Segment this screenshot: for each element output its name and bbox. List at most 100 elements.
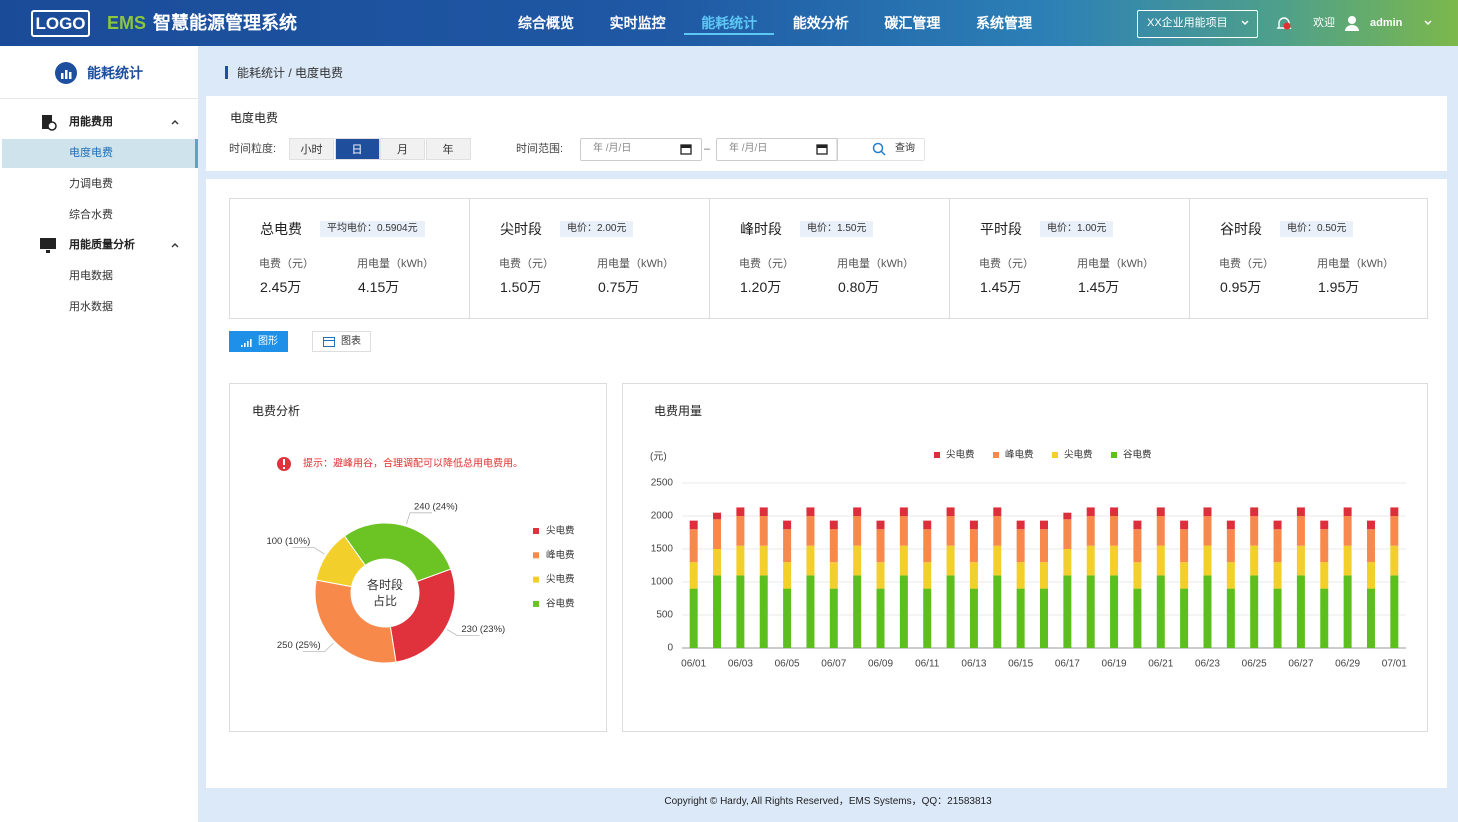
card-divider: [1189, 199, 1190, 318]
bar-segment: [993, 507, 1002, 516]
card-title: 总电费: [260, 221, 302, 237]
legend-label: 尖电费: [546, 525, 575, 537]
bar-segment: [783, 520, 792, 530]
x-tick-label: 06/07: [821, 659, 846, 670]
bar-segment: [1016, 562, 1025, 589]
nav-item[interactable]: 能效分析: [792, 15, 849, 31]
calendar-icon: [680, 144, 692, 155]
bar-segment: [993, 545, 1002, 576]
bar-segment: [1203, 575, 1212, 648]
bar-segment: [1320, 588, 1329, 648]
bar-segment: [1133, 588, 1142, 648]
y-tick-label: 1500: [651, 544, 674, 555]
bar-segment: [1226, 529, 1235, 563]
card-title: 平时段: [980, 221, 1022, 237]
view-toggle[interactable]: [229, 331, 288, 352]
query-button[interactable]: [836, 138, 925, 161]
footer: [198, 788, 1458, 822]
card-divider: [949, 199, 950, 318]
bar-segment: [1273, 529, 1282, 563]
nav-item[interactable]: 能耗统计: [701, 15, 758, 31]
bar-segment: [829, 520, 838, 530]
welcome: 欢迎: [1313, 17, 1335, 29]
card-divider: [469, 199, 470, 318]
date-input[interactable]: [716, 138, 838, 161]
nav-item[interactable]: 综合概览: [518, 15, 574, 31]
calendar-icon: [816, 144, 828, 155]
granularity-option[interactable]: 年: [425, 138, 471, 160]
bar-segment: [1040, 529, 1048, 563]
date-input[interactable]: [580, 138, 702, 161]
bar-segment: [993, 516, 1002, 546]
bar-segment: [876, 588, 885, 648]
y-tick-label: 2000: [651, 511, 674, 522]
legend-swatch: [934, 452, 940, 458]
legend-label: 尖电费: [546, 573, 575, 585]
icon-shape: [681, 145, 691, 148]
icon-shape: [244, 343, 246, 347]
nav-item[interactable]: 系统管理: [976, 15, 1032, 31]
bell-icon[interactable]: [1275, 15, 1293, 33]
divider: [0, 98, 198, 99]
bar-segment: [783, 529, 792, 563]
granularity-option[interactable]: 日: [334, 138, 380, 160]
granularity-option[interactable]: 月: [380, 138, 425, 160]
icon-shape: [47, 121, 57, 131]
nav-item[interactable]: 实时监控: [609, 15, 666, 31]
value-label: 250 (25%): [277, 640, 321, 651]
fee-label: 电费（元）: [739, 258, 794, 270]
usage-label: 用电量（kWh）: [1317, 258, 1394, 270]
bar-segment: [876, 529, 885, 563]
summary-cards: [229, 198, 1428, 319]
menu-item[interactable]: 用水数据: [69, 301, 113, 313]
query-text: 查询: [895, 143, 915, 154]
menu-item[interactable]: 力调电费: [69, 178, 113, 190]
icon-shape: [241, 345, 243, 347]
bar-segment: [1180, 520, 1189, 530]
chevron-shape: [171, 243, 179, 248]
nav-item[interactable]: 碳汇管理: [884, 15, 941, 31]
price-tag: 电价：0.50元: [1280, 221, 1354, 237]
bar-segment: [1156, 575, 1165, 648]
filter-title: 电度电费: [230, 111, 279, 125]
bar-segment: [1320, 520, 1329, 530]
range-separator: –: [704, 143, 711, 155]
chevron[interactable]: [1423, 18, 1433, 28]
x-tick-label: 06/09: [868, 659, 893, 670]
legend-label: 尖电费: [946, 449, 975, 461]
legend-swatch: [533, 600, 539, 607]
x-tick-label: 06/17: [1055, 659, 1080, 670]
granularity-option[interactable]: 小时: [289, 138, 334, 160]
bar-segment: [899, 516, 908, 546]
x-tick-label: 06/11: [915, 659, 940, 670]
menu-item[interactable]: 综合水费: [69, 209, 113, 221]
project-select[interactable]: [1137, 10, 1258, 38]
user-name[interactable]: admin: [1370, 17, 1403, 29]
menu-group[interactable]: 用能费用: [69, 116, 113, 128]
usage-value: 1.45万: [1078, 279, 1120, 295]
chart-title: 电费分析: [252, 404, 301, 418]
bar-segment: [923, 562, 932, 589]
user-icon: [1345, 16, 1359, 31]
legend-label: 尖电费: [1064, 449, 1093, 461]
menu-item[interactable]: 用电数据: [69, 270, 113, 282]
bar-segment: [829, 562, 838, 589]
y-tick-label: 500: [656, 610, 673, 621]
bar-segment: [806, 575, 815, 648]
fee-value: 2.45万: [260, 279, 302, 295]
nav-underline: [684, 33, 775, 35]
menu-item[interactable]: 电度电费: [69, 147, 113, 159]
pie-panel: 电费分析 提示：避峰用谷，合理调配可以降低总用电费用。 230 (23%) 尖电费 25…: [229, 383, 607, 732]
x-tick-label: 06/13: [961, 659, 986, 670]
bar-segment: [876, 562, 885, 589]
center-label: 各时段占比: [366, 578, 403, 608]
bar-segment: [1086, 516, 1095, 546]
menu-group[interactable]: 用能质量分析: [69, 239, 135, 251]
bar-segment: [736, 545, 745, 576]
legend-swatch: [533, 528, 539, 534]
chart-title: 电费用量: [654, 404, 703, 418]
card-title: 峰时段: [740, 221, 782, 237]
bar-segment: [899, 507, 908, 516]
usage-value: 4.15万: [358, 279, 400, 295]
bar-segment: [1390, 507, 1399, 516]
